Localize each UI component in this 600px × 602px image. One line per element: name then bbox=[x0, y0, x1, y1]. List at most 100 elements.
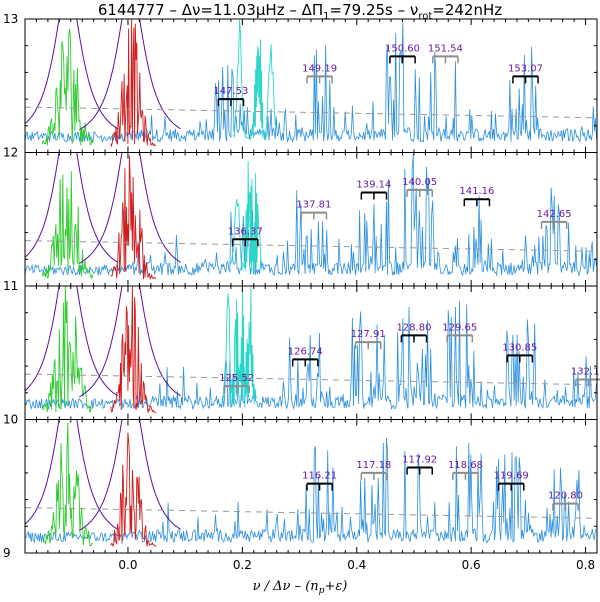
triplet-marker bbox=[497, 482, 525, 491]
triplet-marker bbox=[512, 75, 539, 84]
x-axis-label-text: ν / Δν – (np+ε) bbox=[253, 579, 348, 596]
chart-title: 6144777 – Δν=11.03μHz – ΔΠ1=79.25s – νro… bbox=[98, 1, 502, 22]
period-label: 141.16 bbox=[459, 186, 494, 197]
triplet-marker bbox=[291, 358, 319, 367]
triplet-marker bbox=[552, 502, 579, 511]
envelope-l2-curve bbox=[25, 419, 118, 530]
period-label: 151.54 bbox=[428, 43, 463, 54]
panel-strip-11-12: 136.37 137.81 139.14 140.05 141.16 142.65 bbox=[25, 152, 597, 281]
triplet-marker bbox=[223, 385, 250, 394]
period-label: 139.14 bbox=[356, 180, 391, 191]
xlabel-end: +ε) bbox=[324, 579, 347, 594]
triplet-marker bbox=[217, 98, 245, 107]
l2-modes-line bbox=[41, 28, 94, 146]
background-dashed-line bbox=[25, 373, 597, 386]
l2-modes-line bbox=[41, 422, 94, 547]
triplet-marker bbox=[400, 334, 428, 343]
envelope-l2-curve bbox=[25, 19, 118, 130]
panel-strip-9-10: 116.21 117.18 117.92 118.68 119.69 120.80 bbox=[25, 419, 597, 548]
title-part-6: rot bbox=[418, 11, 432, 22]
panel-content bbox=[25, 152, 597, 281]
triplet-marker bbox=[463, 198, 491, 207]
spectrum-line bbox=[25, 154, 597, 277]
y-tick-label: 12 bbox=[3, 146, 18, 160]
triplet-marker bbox=[360, 191, 388, 200]
y-tick-label: 10 bbox=[3, 413, 18, 427]
period-label: 127.91 bbox=[351, 329, 386, 340]
triplet-marker bbox=[300, 211, 328, 220]
panel-content bbox=[25, 19, 597, 148]
x-axis-label: ν / Δν – (np+ε) bbox=[253, 579, 348, 596]
l1-highlight-line bbox=[230, 161, 264, 274]
title-part-3: 1 bbox=[323, 11, 329, 22]
title-part-0: 6144777 – bbox=[98, 1, 182, 19]
background-dashed-line bbox=[25, 240, 597, 252]
period-label: 117.18 bbox=[356, 460, 391, 471]
triplet-marker bbox=[354, 341, 382, 350]
y-tick-label: 13 bbox=[3, 12, 18, 26]
envelope-l2-curve bbox=[25, 286, 118, 397]
triplet-marker bbox=[406, 188, 434, 197]
period-label: 132.17 bbox=[571, 366, 600, 377]
envelope-l2-curve bbox=[25, 152, 118, 263]
spectrum-line bbox=[25, 300, 597, 411]
y-tick-label: 9 bbox=[3, 546, 11, 560]
x-tick-label: 0.6 bbox=[462, 558, 481, 572]
l1-highlight-line bbox=[232, 20, 278, 141]
envelope-l0-curve bbox=[79, 19, 181, 131]
axes: 9 10 11 12 13 0.0 0.2 0.4 0.6 0.8 bbox=[3, 12, 598, 572]
l0-modes-line bbox=[110, 19, 157, 148]
period-label: 137.81 bbox=[296, 200, 331, 211]
period-label: 118.68 bbox=[448, 460, 483, 471]
l0-modes-line bbox=[110, 432, 157, 548]
plot-area: 147.53 149.19 150.60 151.54 153.07 136.37 137.… bbox=[25, 19, 600, 548]
envelope-l0-curve bbox=[79, 419, 181, 531]
background-dashed-line bbox=[25, 507, 597, 519]
xlabel-main: ν / Δν – (n bbox=[253, 579, 319, 594]
period-label: 125.52 bbox=[219, 373, 254, 384]
panel-strip-10-11: 125.52 126.74 127.91 128.80 129.65 130.85 132.… bbox=[25, 286, 600, 414]
period-label: 117.92 bbox=[402, 455, 437, 466]
period-label: 149.19 bbox=[302, 63, 337, 74]
period-label: 153.07 bbox=[508, 63, 543, 74]
title-part-4: =79.25s – bbox=[330, 1, 410, 19]
l0-modes-line bbox=[110, 286, 157, 414]
triplet-marker bbox=[389, 55, 416, 64]
panel-strip-12-13: 147.53 149.19 150.60 151.54 153.07 bbox=[25, 19, 597, 148]
x-tick-label: 0.0 bbox=[118, 558, 137, 572]
period-label: 128.80 bbox=[396, 322, 431, 333]
period-label: 142.65 bbox=[537, 209, 572, 220]
xlabel-sub: p bbox=[319, 586, 325, 596]
x-tick-label: 0.4 bbox=[347, 558, 366, 572]
l2-modes-line bbox=[41, 286, 94, 413]
triplet-marker bbox=[432, 55, 459, 64]
envelope-l0-curve bbox=[79, 286, 181, 398]
period-label: 120.80 bbox=[548, 491, 583, 502]
triplet-marker bbox=[306, 75, 333, 84]
period-label: 119.69 bbox=[494, 471, 529, 482]
triplet-marker bbox=[231, 238, 259, 247]
triplet-marker bbox=[446, 334, 474, 343]
y-tick-label: 11 bbox=[3, 279, 18, 293]
period-label: 136.37 bbox=[228, 226, 263, 237]
title-part-5: ν bbox=[410, 1, 418, 19]
l2-modes-line bbox=[41, 171, 94, 280]
panel-content bbox=[25, 286, 597, 414]
spectrum-line bbox=[25, 437, 597, 544]
triplet-marker bbox=[540, 220, 568, 229]
title-part-7: =242nHz bbox=[432, 1, 502, 19]
triplet-marker bbox=[406, 466, 434, 475]
triplet-marker bbox=[360, 471, 388, 480]
x-tick-label: 0.8 bbox=[576, 558, 595, 572]
period-label: 130.85 bbox=[502, 342, 537, 353]
triplet-marker bbox=[306, 482, 333, 491]
period-label: 129.65 bbox=[442, 322, 477, 333]
title-part-1: Δν=11.03μHz – bbox=[182, 1, 302, 19]
title-text: 6144777 – Δν=11.03μHz – ΔΠ1=79.25s – νro… bbox=[98, 1, 502, 22]
spectrum-line bbox=[25, 22, 597, 144]
period-label: 126.74 bbox=[288, 346, 323, 357]
panel-content bbox=[25, 419, 597, 548]
x-tick-label: 0.2 bbox=[233, 558, 252, 572]
period-label: 147.53 bbox=[213, 86, 248, 97]
